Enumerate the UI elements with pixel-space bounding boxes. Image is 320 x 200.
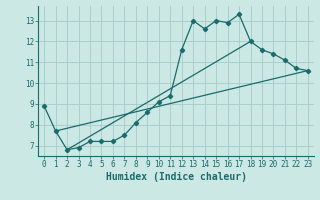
X-axis label: Humidex (Indice chaleur): Humidex (Indice chaleur) — [106, 172, 246, 182]
